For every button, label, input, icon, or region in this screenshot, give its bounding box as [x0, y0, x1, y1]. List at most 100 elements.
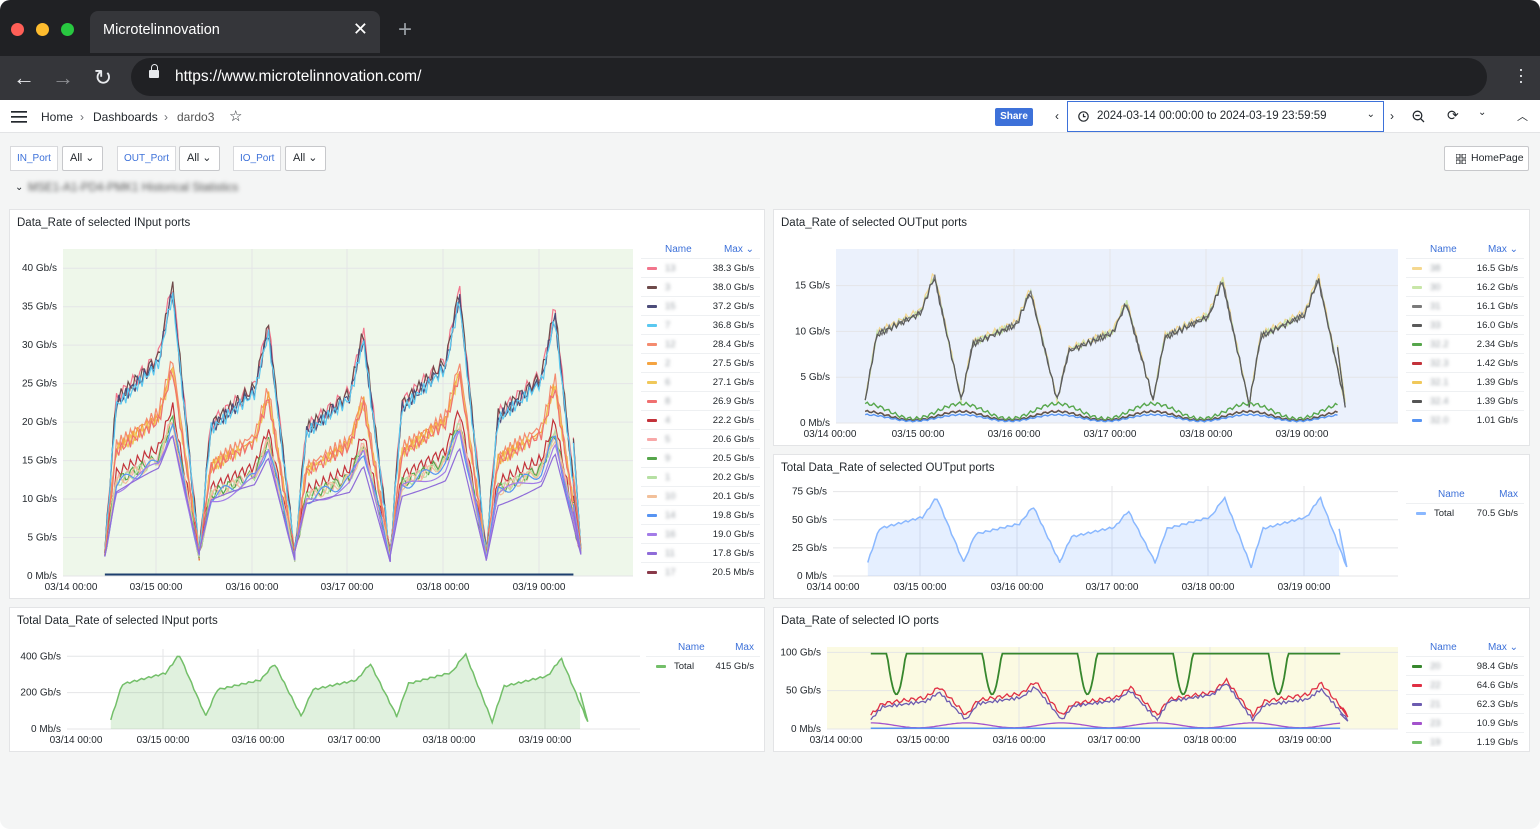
- legend-row[interactable]: 23 10.9 Gb/s: [1406, 713, 1524, 732]
- legend-row[interactable]: 12 28.4 Gb/s: [641, 334, 760, 353]
- legend-name-header[interactable]: Name: [1430, 244, 1457, 255]
- legend-series-name: 20: [1430, 661, 1441, 672]
- legend-series-name: 7: [665, 320, 671, 331]
- legend-row[interactable]: 33 16.0 Gb/s: [1406, 315, 1524, 334]
- var-select-in-port[interactable]: All ⌄: [62, 146, 103, 171]
- x-tick-label: 03/16 00:00: [988, 429, 1041, 440]
- var-select-out-port[interactable]: All ⌄: [179, 146, 220, 171]
- share-button[interactable]: Share: [995, 108, 1033, 126]
- browser-tab[interactable]: Microtelinnovation ✕: [90, 11, 380, 53]
- legend-row[interactable]: Total 415 Gb/s: [646, 656, 760, 675]
- legend-row[interactable]: 19 1.19 Gb/s: [1406, 732, 1524, 747]
- legend-row[interactable]: 32.0 1.01 Gb/s: [1406, 410, 1524, 429]
- chart-out-total: 0 Mb/s 25 Gb/s 50 Gb/s 75 Gb/s 03/14 00:00 03…: [792, 486, 1398, 593]
- legend-row[interactable]: 1 20.2 Gb/s: [641, 467, 760, 486]
- star-icon[interactable]: ☆: [229, 108, 243, 125]
- legend-row[interactable]: 11 17.8 Gb/s: [641, 543, 760, 562]
- legend-row[interactable]: 2 27.5 Gb/s: [641, 353, 760, 372]
- back-icon[interactable]: ←: [13, 65, 35, 90]
- legend-row[interactable]: 22 64.6 Gb/s: [1406, 675, 1524, 694]
- breadcrumb-dashboards[interactable]: Dashboards: [93, 110, 158, 124]
- collapse-icon[interactable]: ︿: [1517, 111, 1528, 123]
- legend-row[interactable]: 5 20.6 Gb/s: [641, 429, 760, 448]
- x-tick-label: 03/17 00:00: [321, 582, 374, 593]
- legend-row[interactable]: 21 62.3 Gb/s: [1406, 694, 1524, 713]
- legend-max-header[interactable]: Max ⌄: [1487, 642, 1518, 653]
- legend-max-header[interactable]: Max: [735, 642, 754, 653]
- refresh-icon[interactable]: ⟳: [1447, 107, 1459, 123]
- legend-row[interactable]: 14 19.8 Gb/s: [641, 505, 760, 524]
- forward-icon[interactable]: →: [52, 65, 74, 90]
- zoom-out-icon[interactable]: [1412, 110, 1425, 123]
- legend-row[interactable]: 32.1 1.39 Gb/s: [1406, 372, 1524, 391]
- legend-row[interactable]: 32.4 1.39 Gb/s: [1406, 391, 1524, 410]
- legend-name-header[interactable]: Name: [665, 244, 692, 255]
- legend-name-header[interactable]: Name: [1438, 489, 1465, 500]
- breadcrumb-home[interactable]: Home: [41, 110, 74, 124]
- legend-row[interactable]: 15 37.2 Gb/s: [641, 296, 760, 315]
- legend-series-name: 5: [665, 434, 671, 445]
- var-select-io-port[interactable]: All ⌄: [285, 146, 326, 171]
- legend-row[interactable]: 9 20.5 Gb/s: [641, 448, 760, 467]
- legend-row[interactable]: 6 27.1 Gb/s: [641, 372, 760, 391]
- browser-menu-icon[interactable]: · · ·: [1518, 59, 1524, 91]
- legend-max-value: 22.2 Gb/s: [712, 415, 754, 426]
- legend-name-header[interactable]: Name: [678, 642, 705, 653]
- refresh-interval-chevron-icon[interactable]: ⌄: [1478, 107, 1487, 118]
- time-range-picker[interactable]: 2024-03-14 00:00:00 to 2024-03-19 23:59:…: [1067, 101, 1384, 132]
- menu-icon[interactable]: [11, 111, 27, 123]
- legend-max-header[interactable]: Max: [1499, 489, 1518, 500]
- time-forward-icon[interactable]: ›: [1390, 109, 1394, 123]
- legend-max-value: 20.2 Gb/s: [712, 472, 754, 483]
- address-bar[interactable]: https://www.microtelinnovation.com/: [131, 58, 1487, 96]
- new-tab-icon[interactable]: +: [398, 16, 413, 43]
- row-title[interactable]: MSE1-A1-PD4-PMK1 Historical Statistics: [28, 182, 239, 194]
- legend-row[interactable]: Total 70.5 Gb/s: [1406, 503, 1524, 522]
- legend-swatch: [647, 552, 657, 555]
- legend-row[interactable]: 20 98.4 Gb/s: [1406, 656, 1524, 675]
- row-collapse-icon[interactable]: ⌄: [15, 182, 24, 193]
- legend-row[interactable]: 8 26.9 Gb/s: [641, 391, 760, 410]
- legend-row[interactable]: 32.2 2.34 Gb/s: [1406, 334, 1524, 353]
- legend-out: Name Max ⌄ 38 16.5 Gb/s 30 16.2 Gb/s 31 16.1 Gb…: [1406, 244, 1524, 442]
- legend-swatch: [647, 286, 657, 289]
- y-tick-label: 5 Gb/s: [28, 533, 57, 544]
- legend-row[interactable]: 13 38.3 Gb/s: [641, 258, 760, 277]
- series-line: [864, 413, 1338, 423]
- x-tick-label: 03/19 00:00: [1279, 735, 1332, 746]
- legend-row[interactable]: 10 20.1 Gb/s: [641, 486, 760, 505]
- legend-swatch: [1412, 684, 1422, 687]
- reload-icon[interactable]: ↻: [93, 65, 113, 90]
- legend-series-name: 15: [665, 301, 676, 312]
- time-back-icon[interactable]: ‹: [1055, 109, 1059, 123]
- maximize-window-dot[interactable]: [61, 23, 74, 36]
- legend-series-name: 17: [665, 567, 676, 578]
- legend-row[interactable]: 31 16.1 Gb/s: [1406, 296, 1524, 315]
- legend-series-name: 32.1: [1430, 377, 1449, 388]
- series-line: [104, 421, 582, 562]
- legend-row[interactable]: 32.3 1.42 Gb/s: [1406, 353, 1524, 372]
- var-value: All: [293, 152, 306, 164]
- close-tab-icon[interactable]: ✕: [352, 19, 368, 39]
- x-tick-label: 03/16 00:00: [991, 582, 1044, 593]
- legend-row[interactable]: 3 38.0 Gb/s: [641, 277, 760, 296]
- legend-row[interactable]: 38 16.5 Gb/s: [1406, 258, 1524, 277]
- legend-row[interactable]: 16 19.0 Gb/s: [641, 524, 760, 543]
- legend-max-header[interactable]: Max ⌄: [723, 244, 754, 255]
- legend-row[interactable]: 7 36.8 Gb/s: [641, 315, 760, 334]
- legend-swatch: [1412, 741, 1422, 744]
- legend-series-name: 16: [665, 529, 676, 540]
- legend-row[interactable]: 4 22.2 Gb/s: [641, 410, 760, 429]
- minimize-window-dot[interactable]: [36, 23, 49, 36]
- legend-swatch: [647, 476, 657, 479]
- legend-swatch: [647, 419, 657, 422]
- close-window-dot[interactable]: [11, 23, 24, 36]
- homepage-button[interactable]: HomePage: [1444, 146, 1529, 171]
- legend-row[interactable]: 17 20.5 Mb/s: [641, 562, 760, 581]
- legend-max-header[interactable]: Max ⌄: [1487, 244, 1518, 255]
- legend-name-header[interactable]: Name: [1430, 642, 1457, 653]
- legend-row[interactable]: 30 16.2 Gb/s: [1406, 277, 1524, 296]
- clock-icon: [1078, 111, 1089, 122]
- panel-title: Data_Rate of selected IO ports: [781, 615, 939, 627]
- legend-series-name: 19: [1430, 737, 1441, 747]
